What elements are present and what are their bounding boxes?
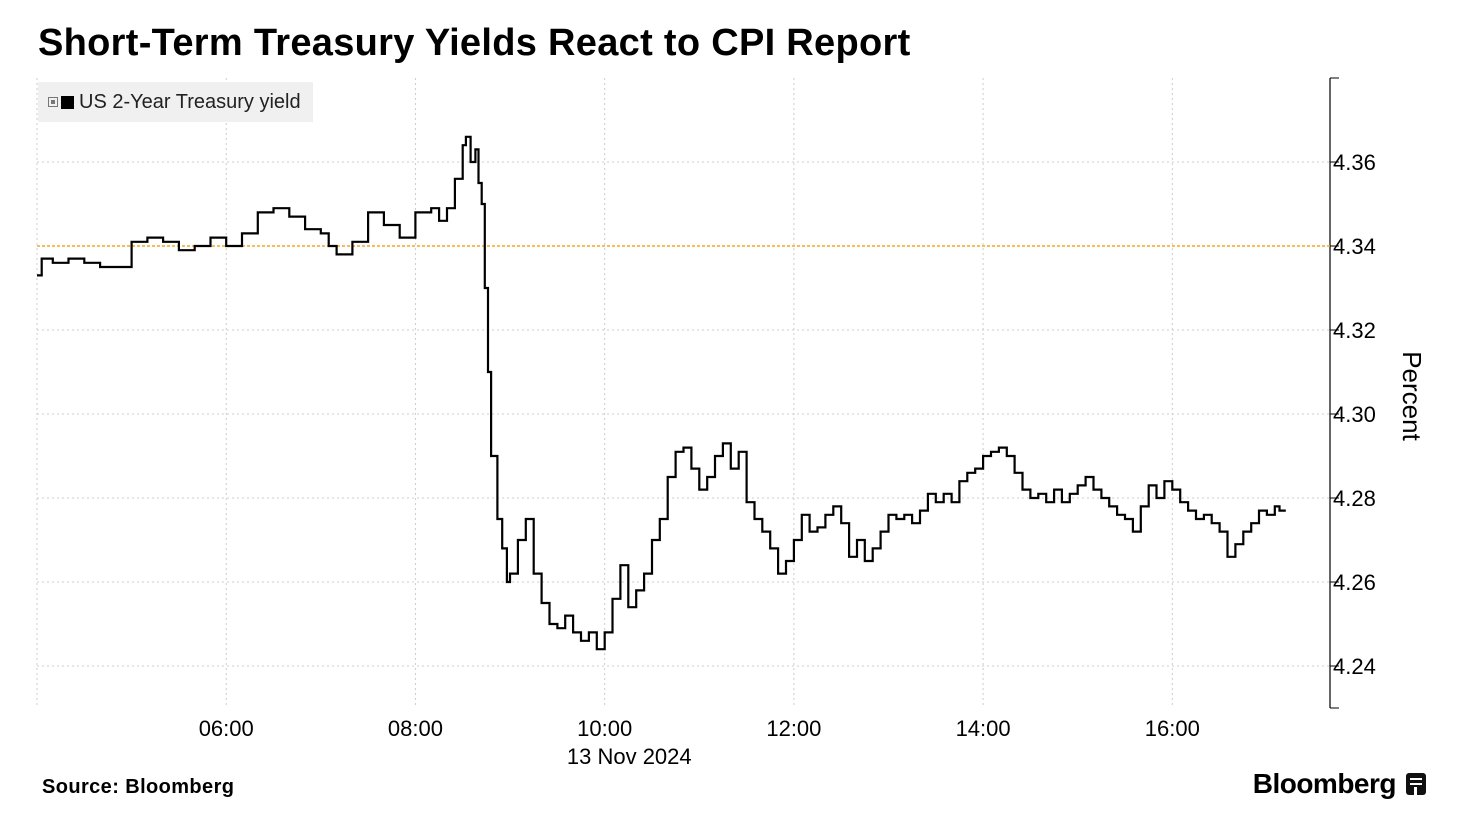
source-note: Source: Bloomberg bbox=[42, 776, 235, 798]
x-tick-label: 08:00 bbox=[388, 716, 443, 741]
y-axis-title: Percent bbox=[1397, 351, 1427, 441]
x-date-label: 13 Nov 2024 bbox=[567, 744, 692, 769]
x-tick-label: 16:00 bbox=[1145, 716, 1200, 741]
brand-name: Bloomberg bbox=[1252, 768, 1397, 799]
x-tick-label: 14:00 bbox=[956, 716, 1011, 741]
y-tick-label: 4.32 bbox=[1333, 318, 1376, 343]
y-tick-label: 4.36 bbox=[1333, 150, 1376, 175]
legend-label: US 2-Year Treasury yield bbox=[79, 90, 301, 113]
y-tick-label: 4.24 bbox=[1333, 654, 1376, 679]
brand-logo: Bloomberg bbox=[1253, 768, 1426, 800]
x-tick-label: 06:00 bbox=[199, 716, 254, 741]
legend-toggle-icon[interactable] bbox=[48, 97, 58, 107]
legend-swatch bbox=[61, 95, 74, 109]
bloomberg-terminal-icon bbox=[1406, 773, 1426, 795]
x-tick-label: 10:00 bbox=[577, 716, 632, 741]
y-tick-label: 4.28 bbox=[1333, 486, 1376, 511]
chart-title: Short-Term Treasury Yields React to CPI … bbox=[38, 22, 911, 64]
y-tick-label: 4.34 bbox=[1333, 234, 1376, 259]
legend[interactable]: US 2-Year Treasury yield bbox=[38, 82, 313, 122]
series-line-us-2y-yield bbox=[37, 135, 1286, 651]
y-tick-label: 4.30 bbox=[1333, 402, 1376, 427]
x-tick-label: 12:00 bbox=[766, 716, 821, 741]
y-tick-label: 4.26 bbox=[1333, 570, 1376, 595]
